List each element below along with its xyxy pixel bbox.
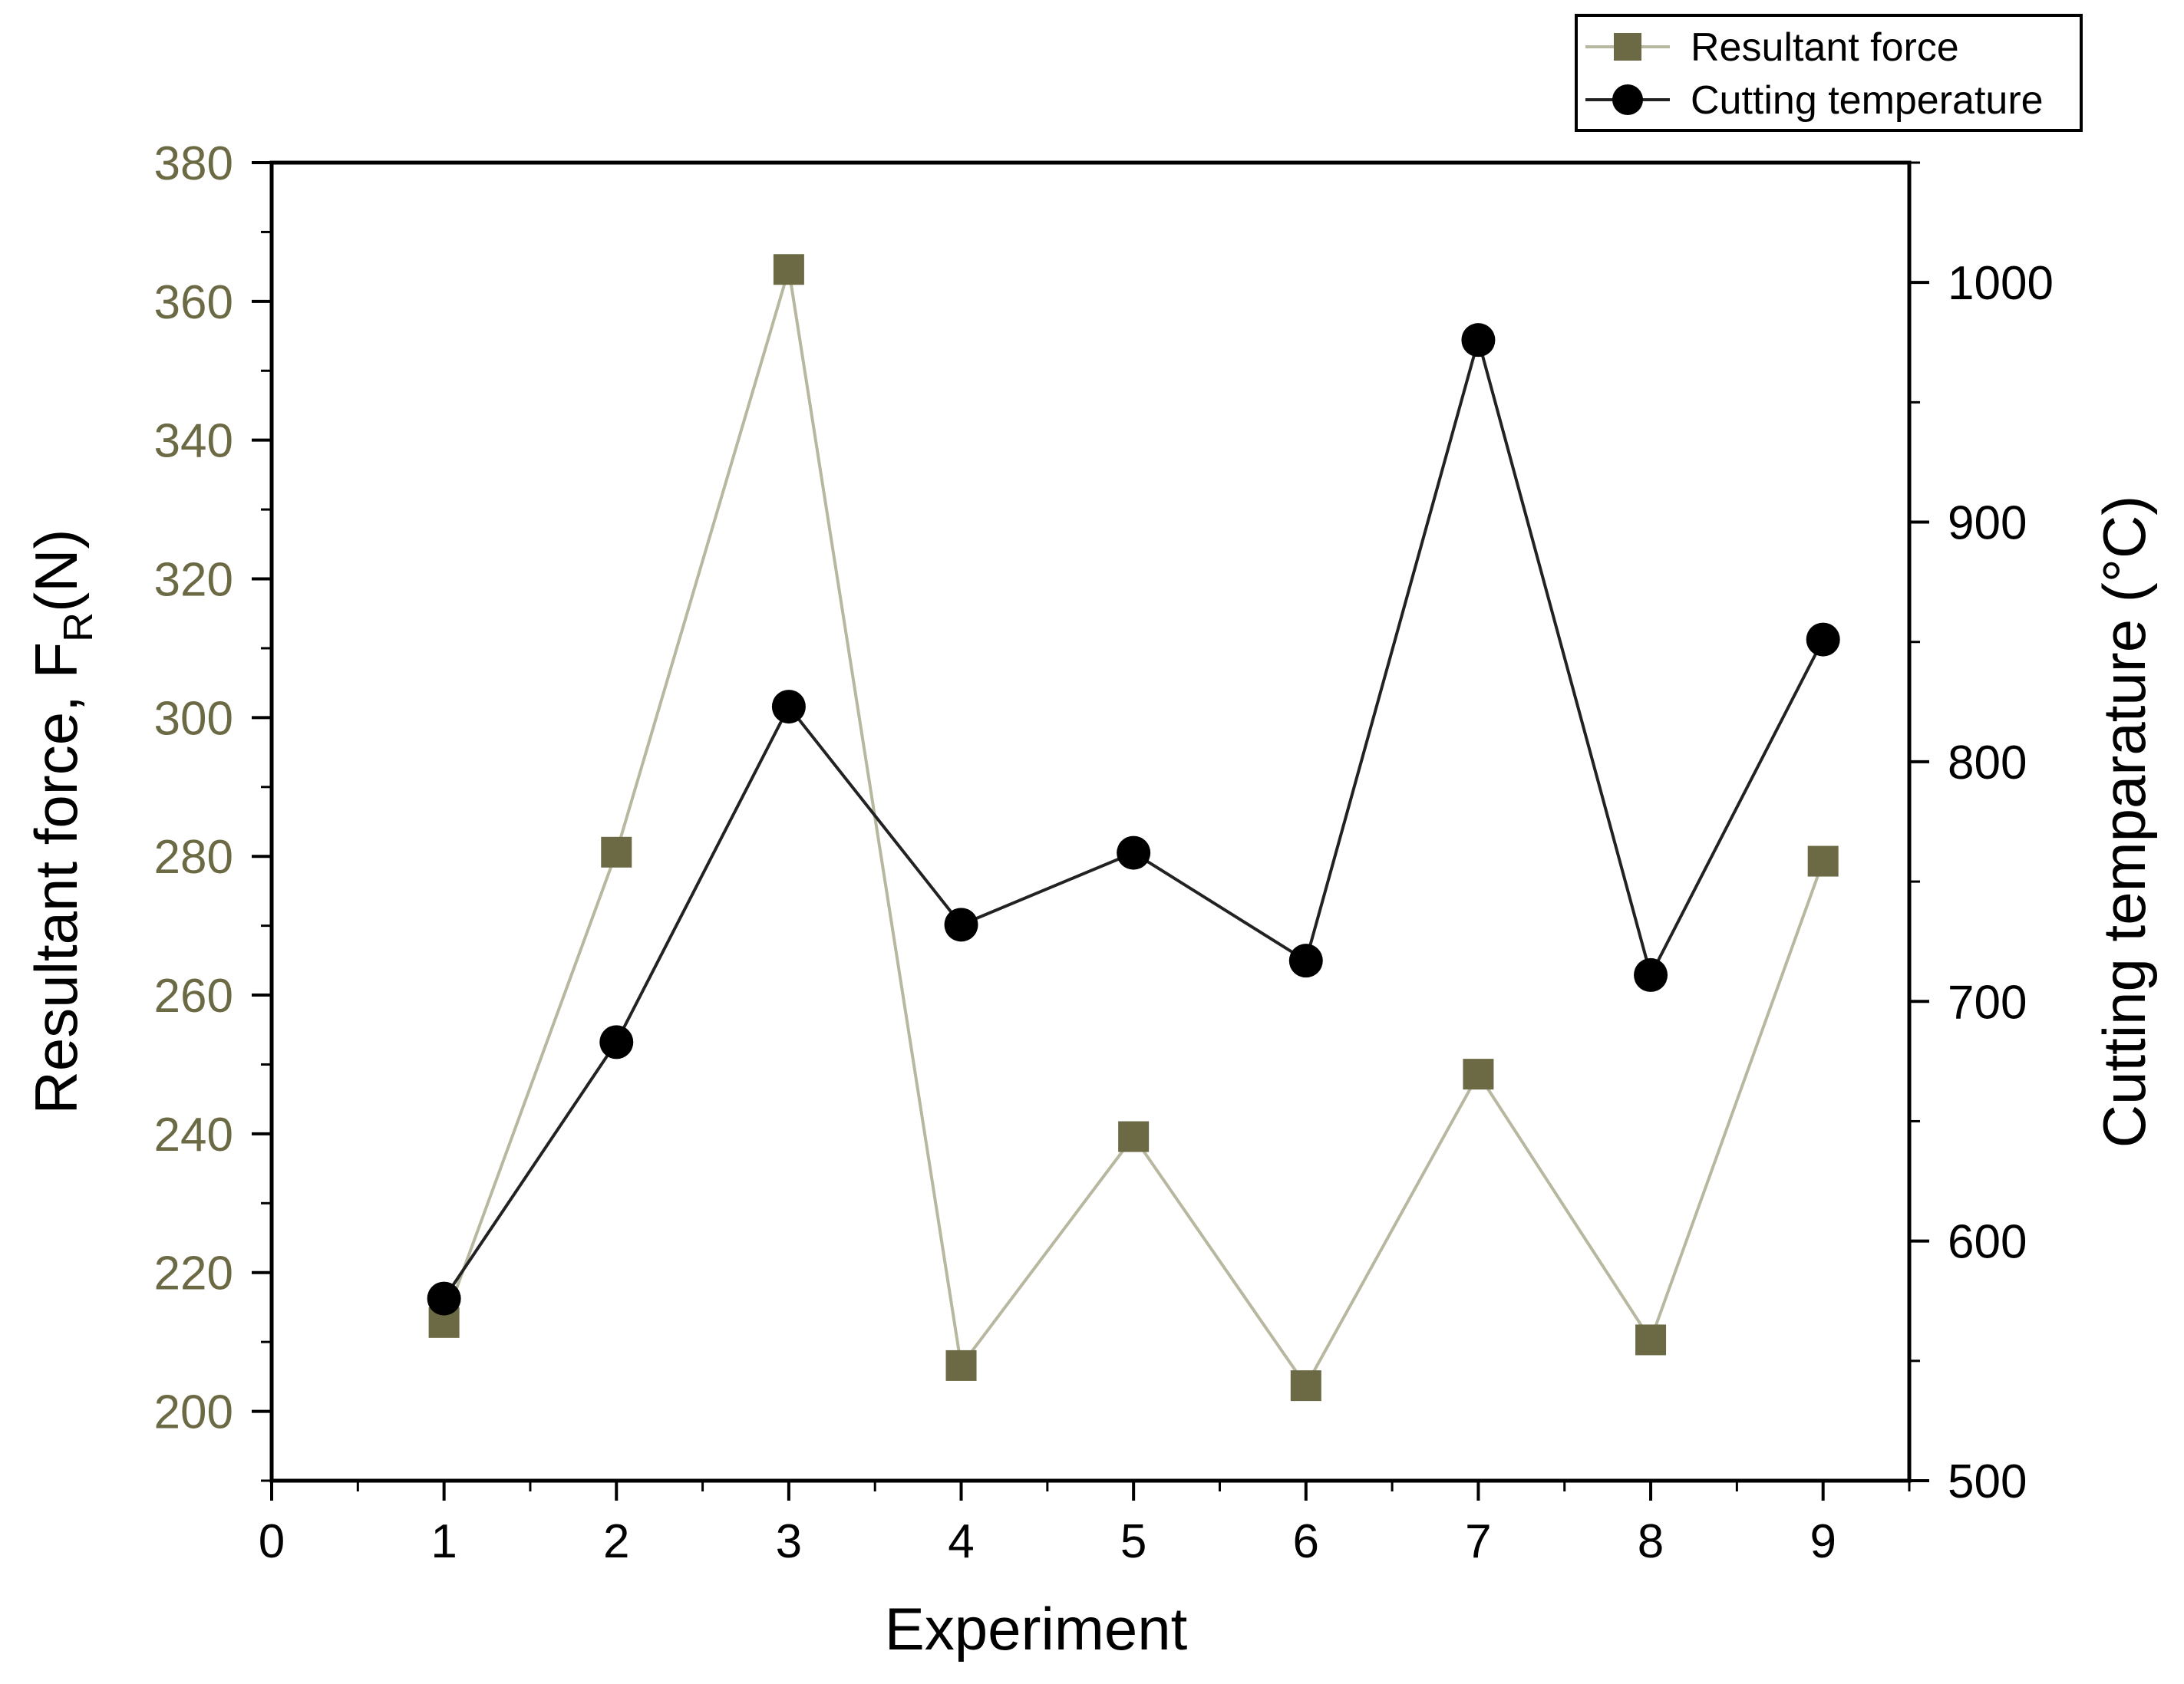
y-right-tick-label-1000: 1000 (1948, 257, 2054, 310)
y-left-title-main: Resultant force, F (22, 642, 90, 1115)
ticks-layer: 0 1 2 3 4 5 6 7 8 9 200 220 240 260 280 300 320 340 360 380… (154, 137, 2054, 1568)
legend-box (1575, 14, 2083, 132)
y-left-tick-label-260: 260 (154, 970, 233, 1023)
legend-marker-cutting-temperature (1612, 84, 1643, 115)
legend: Resultant force Cutting temperature (1575, 14, 2083, 132)
y-left-tick-label-320: 320 (154, 554, 233, 607)
y-left-tick-label-280: 280 (154, 831, 233, 884)
data-point-cutting-temperature-5 (1117, 835, 1151, 870)
y-right-tick-label-800: 800 (1948, 737, 2027, 789)
series-layer (427, 254, 1840, 1402)
plot-frame (269, 160, 1912, 1483)
data-point-cutting-temperature-8 (1634, 957, 1668, 992)
data-point-resultant-force-4 (945, 1350, 977, 1381)
data-point-cutting-temperature-6 (1288, 944, 1323, 978)
x-tick-label-3: 3 (776, 1515, 802, 1568)
data-point-resultant-force-3 (773, 254, 804, 285)
y-right-tick-label-600: 600 (1948, 1216, 2027, 1269)
legend-label-cutting-temperature: Cutting temperature (1691, 78, 2044, 123)
x-tick-label-6: 6 (1293, 1515, 1319, 1568)
y-left-tick-label-340: 340 (154, 415, 233, 468)
y-right-axis-title: Cutting temparature (°C) (2090, 496, 2158, 1148)
data-point-cutting-temperature-1 (427, 1281, 461, 1316)
y-right-tick-label-700: 700 (1948, 976, 2027, 1029)
data-point-resultant-force-9 (1807, 845, 1839, 877)
y-left-title-sub: R (55, 612, 101, 642)
x-tick-label-5: 5 (1120, 1515, 1146, 1568)
data-point-cutting-temperature-4 (944, 908, 978, 942)
series-line-cutting-temperature (442, 334, 1825, 1300)
y-left-tick-label-240: 240 (154, 1109, 233, 1162)
x-tick-label-2: 2 (603, 1515, 629, 1568)
y-left-tick-label-300: 300 (154, 692, 233, 745)
data-point-resultant-force-2 (601, 836, 632, 868)
x-tick-label-8: 8 (1638, 1515, 1664, 1568)
x-axis-title: Experiment (885, 1595, 1188, 1663)
y-left-title-unit: (N) (22, 529, 90, 612)
data-point-resultant-force-6 (1290, 1370, 1321, 1402)
series-line-resultant-force (442, 269, 1825, 1389)
x-tick-label-9: 9 (1810, 1515, 1836, 1568)
data-point-cutting-temperature-3 (771, 690, 806, 724)
legend-marker-resultant-force (1614, 33, 1641, 61)
x-tick-label-4: 4 (948, 1515, 974, 1568)
y-left-tick-label-360: 360 (154, 276, 233, 329)
x-tick-label-7: 7 (1465, 1515, 1491, 1568)
legend-label-resultant-force: Resultant force (1691, 25, 1959, 70)
x-tick-label-1: 1 (431, 1515, 457, 1568)
data-point-cutting-temperature-7 (1461, 323, 1496, 358)
y-left-tick-label-380: 380 (154, 137, 233, 190)
y-left-tick-label-220: 220 (154, 1247, 233, 1300)
x-tick-label-0: 0 (259, 1515, 285, 1568)
data-point-resultant-force-7 (1463, 1059, 1494, 1090)
y-right-tick-label-900: 900 (1948, 497, 2027, 550)
data-point-resultant-force-8 (1635, 1324, 1667, 1356)
data-point-cutting-temperature-9 (1806, 622, 1840, 657)
y-right-tick-label-500: 500 (1948, 1455, 2027, 1508)
y-left-tick-label-200: 200 (154, 1386, 233, 1439)
y-left-axis-title: Resultant force, FR(N) (22, 529, 101, 1115)
data-point-resultant-force-5 (1118, 1121, 1150, 1152)
data-point-cutting-temperature-2 (599, 1025, 634, 1060)
